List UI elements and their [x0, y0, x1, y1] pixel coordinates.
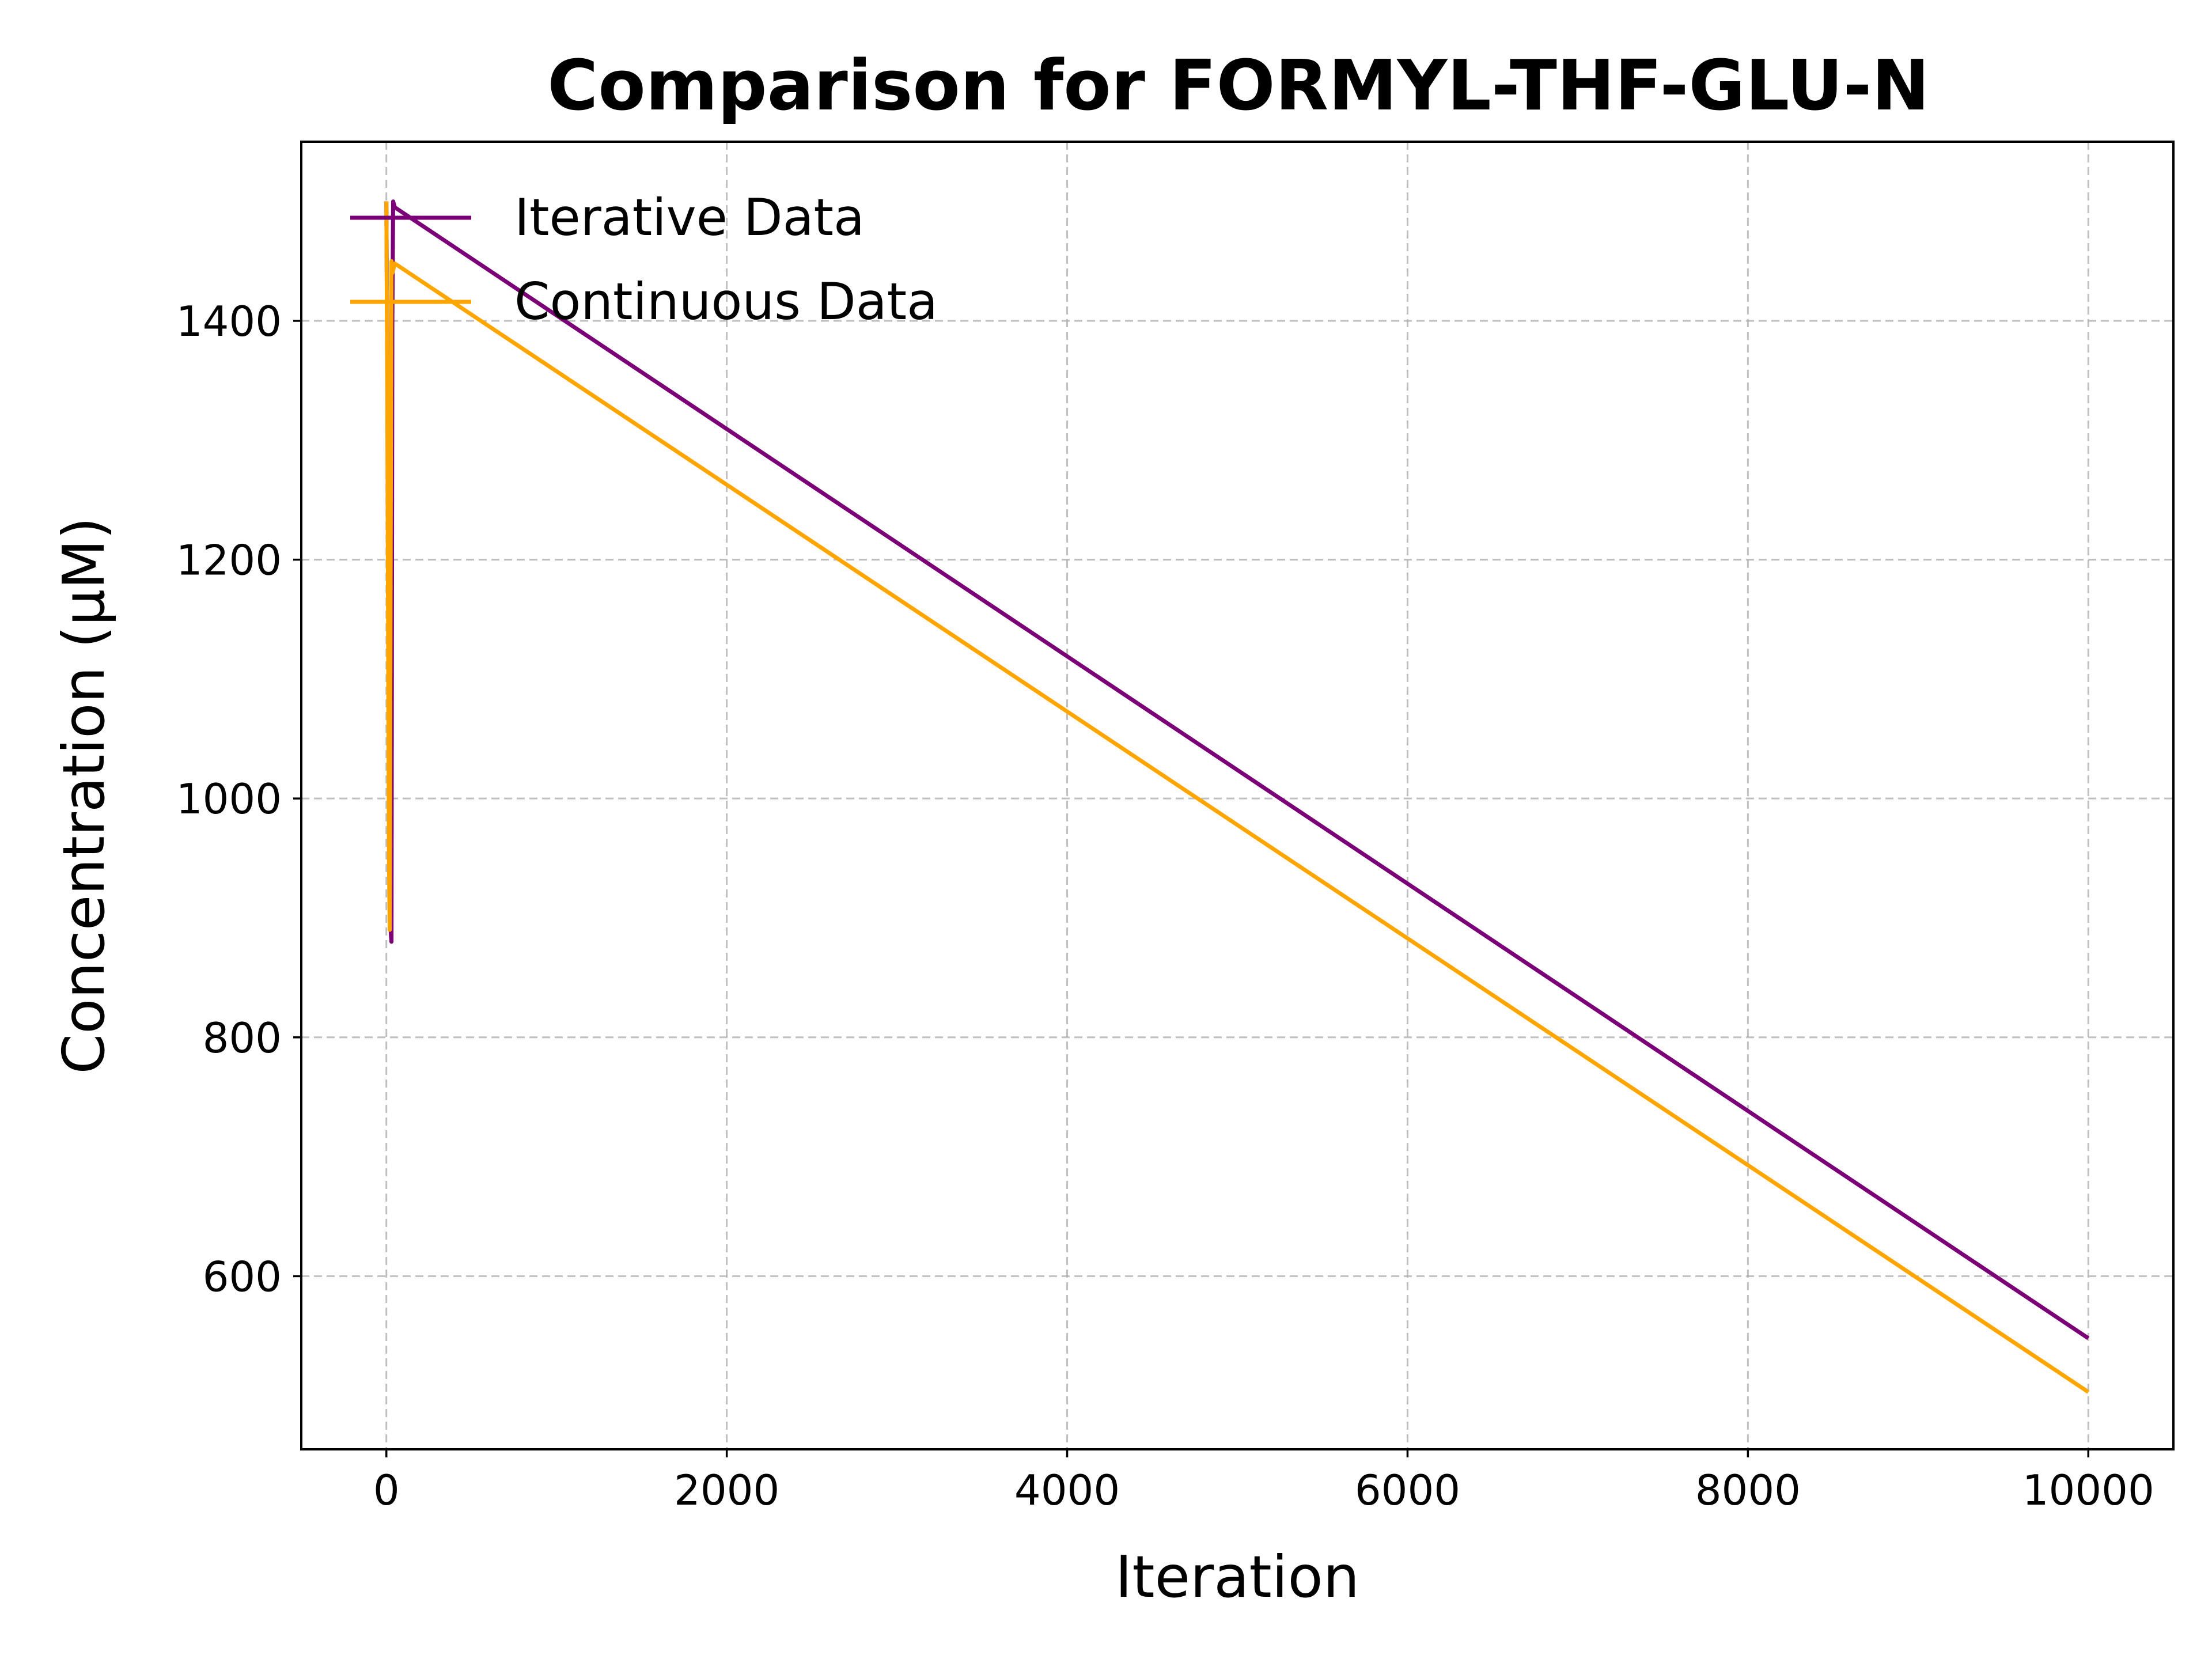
- x-tick-label: 8000: [1695, 1466, 1801, 1514]
- series-layer: [384, 199, 2090, 1394]
- x-tick-label: 2000: [674, 1466, 779, 1514]
- x-tick-label: 0: [373, 1466, 400, 1514]
- y-tick-label: 1200: [176, 536, 282, 585]
- x-tick-label: 4000: [1014, 1466, 1120, 1514]
- chart-title: Comparison for FORMYL-THF-GLU-N: [547, 46, 1929, 126]
- legend-label-iterative-data: Iterative Data: [514, 188, 865, 247]
- x-tick-label: 6000: [1355, 1466, 1460, 1514]
- x-tick-label: 10000: [2022, 1466, 2154, 1514]
- y-axis-ticks: 600 800 1000 1200 1400: [176, 297, 301, 1301]
- x-axis-ticks: 0 2000 4000 6000 8000 10000: [373, 1449, 2154, 1514]
- legend: Iterative Data Continuous Data: [350, 188, 938, 331]
- y-axis-label: Concentration (μM): [50, 517, 118, 1074]
- y-tick-label: 600: [203, 1252, 282, 1301]
- x-axis-label: Iteration: [1115, 1543, 1359, 1611]
- y-tick-label: 1400: [176, 297, 282, 346]
- legend-label-continuous-data: Continuous Data: [514, 272, 938, 331]
- grid: [301, 142, 2173, 1449]
- series-line-continuous-data: [384, 201, 2090, 1394]
- y-tick-label: 800: [203, 1014, 282, 1062]
- y-tick-label: 1000: [176, 775, 282, 823]
- plot-area-frame: [300, 141, 2175, 1450]
